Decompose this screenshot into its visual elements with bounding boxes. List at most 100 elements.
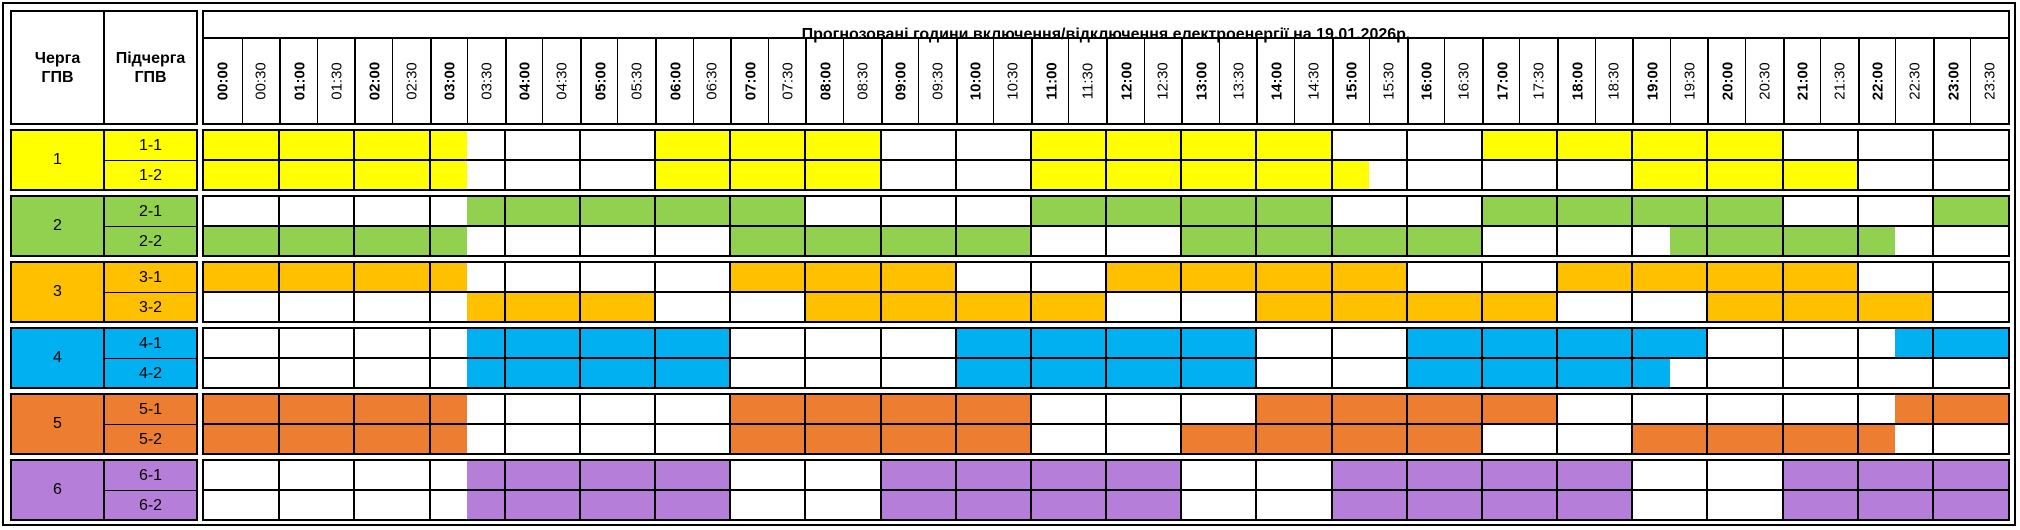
time-slot-1300: 13:00 [1181,39,1221,123]
subqueue-cell-group-6: 6-1 6-2 [103,459,198,521]
queue-cell-1: 1 [10,129,105,191]
time-slot-1030: 10:30 [993,39,1032,123]
time-slot-2300: 23:00 [1932,39,1973,123]
outage-segment-6-1 [467,461,731,490]
time-slot-0430: 04:30 [542,39,581,123]
row-divider [204,423,2008,425]
time-slot-1500: 15:00 [1331,39,1372,123]
time-slot-0130: 01:30 [316,39,356,123]
time-label: 23:30 [1981,62,1999,100]
row-divider [204,291,2008,293]
time-slot-1130: 11:30 [1068,39,1107,123]
time-label: 21:30 [1831,62,1849,100]
timeline-group-1 [202,129,2010,191]
time-slot-0000: 00:00 [204,39,242,123]
outage-segment-1-1 [204,131,468,160]
subqueue-label: 3-2 [105,292,196,322]
time-label: 11:00 [1043,62,1061,100]
time-slot-2030: 20:30 [1744,39,1784,123]
time-label: 01:30 [328,62,346,100]
outage-segment-3-2 [1707,292,1933,321]
time-label: 09:30 [929,62,947,100]
outage-segment-1-2 [1632,160,1858,189]
time-label: 01:00 [291,61,309,101]
time-slot-0730: 07:30 [767,39,807,123]
time-slot-1200: 12:00 [1106,39,1146,123]
time-slot-2330: 23:30 [1970,39,2009,123]
outage-segment-3-1 [204,263,468,292]
timeline-group-4 [202,327,2010,389]
time-label: 16:00 [1418,61,1436,101]
outage-segment-3-2 [467,292,655,321]
time-slot-0330: 03:30 [467,39,506,123]
queue-cell-4: 4 [10,327,105,389]
time-label: 14:30 [1305,62,1323,100]
subqueue-label: 3-1 [138,268,163,286]
time-slot-1000: 10:00 [955,39,996,123]
timeline-group-3 [202,261,2010,323]
time-label: 08:00 [817,61,835,101]
queue-cell-6: 6 [10,459,105,521]
subqueue-label: 2-1 [138,202,163,220]
time-label: 22:00 [1869,61,1887,101]
subqueue-label: 4-1 [138,334,163,352]
queue-label: 1 [53,151,62,168]
time-slot-0900: 09:00 [880,39,921,123]
subqueue-label: 5-1 [138,400,163,418]
queue-cell-2: 2 [10,195,105,257]
time-slot-0200: 02:00 [354,39,394,123]
time-slot-2100: 21:00 [1782,39,1823,123]
time-slot-1730: 17:30 [1519,39,1558,123]
time-label: 15:00 [1343,61,1361,101]
time-slot-0500: 05:00 [579,39,620,123]
time-slot-0630: 06:30 [692,39,732,123]
outage-segment-2-1 [1932,197,2008,226]
time-axis: 00:00 00:30 01:00 01:30 02:00 02:30 03:00 03:30… [204,37,2008,123]
time-slot-0830: 08:30 [842,39,882,123]
outage-segment-6-1 [1782,461,2008,490]
time-slot-0030: 00:30 [241,39,281,123]
subqueue-column-header-label: Підчерга ГПВ [115,49,186,86]
time-slot-1430: 14:30 [1293,39,1333,123]
time-slot-0700: 07:00 [730,39,770,123]
time-label: 19:00 [1644,61,1662,101]
time-slot-0300: 03:00 [429,39,470,123]
outage-segment-4-2 [1406,358,1670,387]
subqueue-cell-group-1: 1-1 1-2 [103,129,198,191]
timeline-group-2 [202,195,2010,257]
time-label: 00:00 [214,61,232,101]
time-label: 12:30 [1154,62,1172,100]
time-slot-0400: 04:00 [504,39,545,123]
time-label: 10:00 [967,61,985,101]
time-label: 19:30 [1681,62,1699,100]
time-label: 17:30 [1530,62,1548,100]
time-slot-1630: 16:30 [1444,39,1483,123]
time-label: 11:30 [1079,62,1097,100]
timeline-header: Прогнозовані години включення/відключенн… [202,10,2010,125]
time-label: 08:30 [854,62,872,100]
outage-segment-2-1 [467,197,806,226]
time-slot-1100: 11:00 [1030,39,1071,123]
row-divider [204,489,2008,491]
subqueue-cell-group-3: 3-1 3-2 [103,261,198,323]
outage-segment-3-1 [730,263,956,292]
subqueue-cell-group-4: 4-1 4-2 [103,327,198,389]
time-slot-2200: 22:00 [1857,39,1898,123]
outage-segment-4-1 [1895,329,2008,358]
timeline-group-5 [202,393,2010,455]
time-label: 16:30 [1455,62,1473,100]
time-slot-0230: 02:30 [391,39,431,123]
queue-column-header-label: Черга ГПВ [34,49,81,86]
queue-cell-5: 5 [10,393,105,455]
time-label: 06:00 [667,61,685,101]
queue-label: 4 [53,349,62,366]
time-slot-1330: 13:30 [1218,39,1258,123]
queue-cell-3: 3 [10,261,105,323]
time-slot-0530: 05:30 [617,39,656,123]
subqueue-label: 2-2 [105,226,196,256]
outage-segment-5-2 [204,424,468,453]
time-slot-2230: 22:30 [1895,39,1934,123]
time-label: 14:00 [1268,61,1286,101]
outage-segment-1-2 [204,160,468,189]
